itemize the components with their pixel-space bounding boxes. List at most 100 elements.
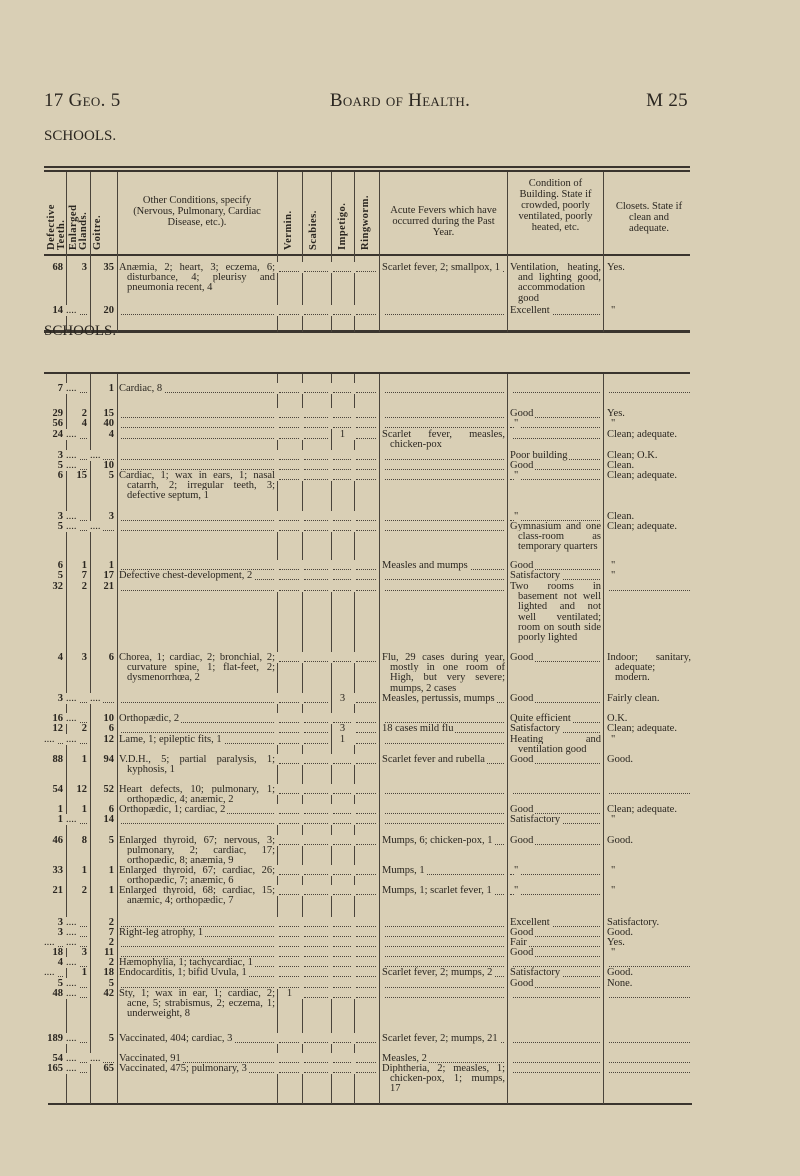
cell-other <box>117 947 277 958</box>
cell-goitre: 17 <box>90 570 117 581</box>
column-header-goitre: Goitre. <box>92 214 103 250</box>
cell-text: .... <box>44 734 57 745</box>
cell-text: 15 <box>103 408 115 419</box>
cell-fevers <box>380 957 507 968</box>
cell-goitre: 1 <box>90 865 117 876</box>
cell-fevers <box>380 305 507 316</box>
table1-column-divider <box>277 172 278 332</box>
cell-text: 88 <box>52 754 64 765</box>
cell-text: Clean; adequate. <box>607 723 677 734</box>
cell-teeth: 5 <box>44 460 66 471</box>
cell-other <box>117 723 277 734</box>
cell-text: Good <box>510 693 536 704</box>
table1-column-divider <box>66 172 67 332</box>
cell-teeth: 6 <box>44 560 66 571</box>
cell-glands: .... <box>66 957 90 968</box>
cell-goitre: 15 <box>90 408 117 419</box>
cell-goitre: 10 <box>90 713 117 724</box>
cell-closets: Clean; adequate. <box>605 521 693 532</box>
cell-text: Cardiac, 8 <box>119 383 165 394</box>
cell-scabies <box>302 1063 331 1074</box>
cell-teeth: 18 <box>44 947 66 958</box>
cell-text <box>331 460 333 471</box>
cell-text <box>302 814 304 825</box>
cell-impetigo <box>331 450 354 461</box>
cell-fevers <box>380 418 507 429</box>
cell-text: Hæmophylia, 1; tachycardiac, 1 <box>119 957 255 968</box>
cell-text: 5 <box>108 470 114 481</box>
cell-text <box>302 511 304 522</box>
cell-text: .... <box>66 988 79 999</box>
cell-text: 5 <box>57 460 63 471</box>
running-head-title: Board of Health. <box>329 90 471 111</box>
cell-text: .... <box>66 734 79 745</box>
table1-column-divider <box>302 172 303 332</box>
cell-goitre: 5 <box>90 835 117 846</box>
cell-impetigo <box>331 652 354 663</box>
page-number: M 25 <box>646 90 688 111</box>
cell-text: .... <box>66 917 79 928</box>
cell-text <box>382 450 384 461</box>
table1-column-divider <box>354 256 355 330</box>
cell-scabies <box>302 978 331 989</box>
cell-text: .... <box>90 521 103 532</box>
cell-text: Good <box>510 652 536 663</box>
cell-text: 1 <box>57 804 63 815</box>
cell-other <box>117 429 277 440</box>
cell-text <box>302 1063 304 1074</box>
cell-text <box>302 865 304 876</box>
cell-ringworm <box>354 262 379 273</box>
cell-text <box>302 713 304 724</box>
cell-ringworm <box>354 988 379 999</box>
cell-text: 40 <box>103 418 115 429</box>
cell-building: Two rooms in basement not well lighted a… <box>508 581 603 644</box>
cell-text: 5 <box>57 570 63 581</box>
cell-text <box>277 1053 279 1064</box>
cell-fevers <box>380 713 507 724</box>
cell-text <box>302 947 304 958</box>
cell-text <box>302 967 304 978</box>
cell-text: Good <box>510 460 536 471</box>
table1-column-divider <box>331 256 332 330</box>
cell-glands: .... <box>66 1063 90 1074</box>
cell-text <box>331 652 333 663</box>
cell-building: Good <box>508 835 603 846</box>
cell-closets: Clean; O.K. <box>605 450 693 461</box>
cell-ringworm <box>354 570 379 581</box>
cell-ringworm <box>354 470 379 481</box>
cell-teeth: 54 <box>44 1053 66 1064</box>
cell-ringworm <box>354 947 379 958</box>
cell-text <box>119 521 121 532</box>
cell-other: Right-leg atrophy, 1 <box>117 927 277 938</box>
cell-goitre: 65 <box>90 1063 117 1074</box>
cell-glands: .... <box>66 429 90 440</box>
cell-text: 1 <box>339 734 346 745</box>
table1-column-divider <box>331 172 332 332</box>
cell-text: " <box>514 418 521 429</box>
cell-vermin <box>277 957 302 968</box>
cell-text: Good. <box>607 754 633 765</box>
cell-text: 2 <box>81 581 87 592</box>
cell-glands: 3 <box>66 262 90 273</box>
cell-other: Orthopædic, 2 <box>117 713 277 724</box>
cell-text <box>302 957 304 968</box>
table1-column-divider <box>117 172 118 332</box>
cell-scabies <box>302 927 331 938</box>
cell-text: " <box>514 865 521 876</box>
cell-glands: 2 <box>66 885 90 896</box>
cell-goitre: 35 <box>90 262 117 273</box>
cell-impetigo <box>331 262 354 273</box>
cell-text <box>277 581 279 592</box>
cell-text <box>277 1063 279 1074</box>
cell-text <box>277 978 279 989</box>
cell-impetigo <box>331 418 354 429</box>
cell-ringworm <box>354 723 379 734</box>
cell-text: .... <box>44 937 57 948</box>
cell-text <box>119 978 121 989</box>
cell-vermin <box>277 734 302 745</box>
cell-goitre: 2 <box>90 937 117 948</box>
table1-column-divider <box>117 256 118 330</box>
cell-text: 1 <box>108 885 114 896</box>
cell-vermin <box>277 429 302 440</box>
cell-impetigo <box>331 917 354 928</box>
